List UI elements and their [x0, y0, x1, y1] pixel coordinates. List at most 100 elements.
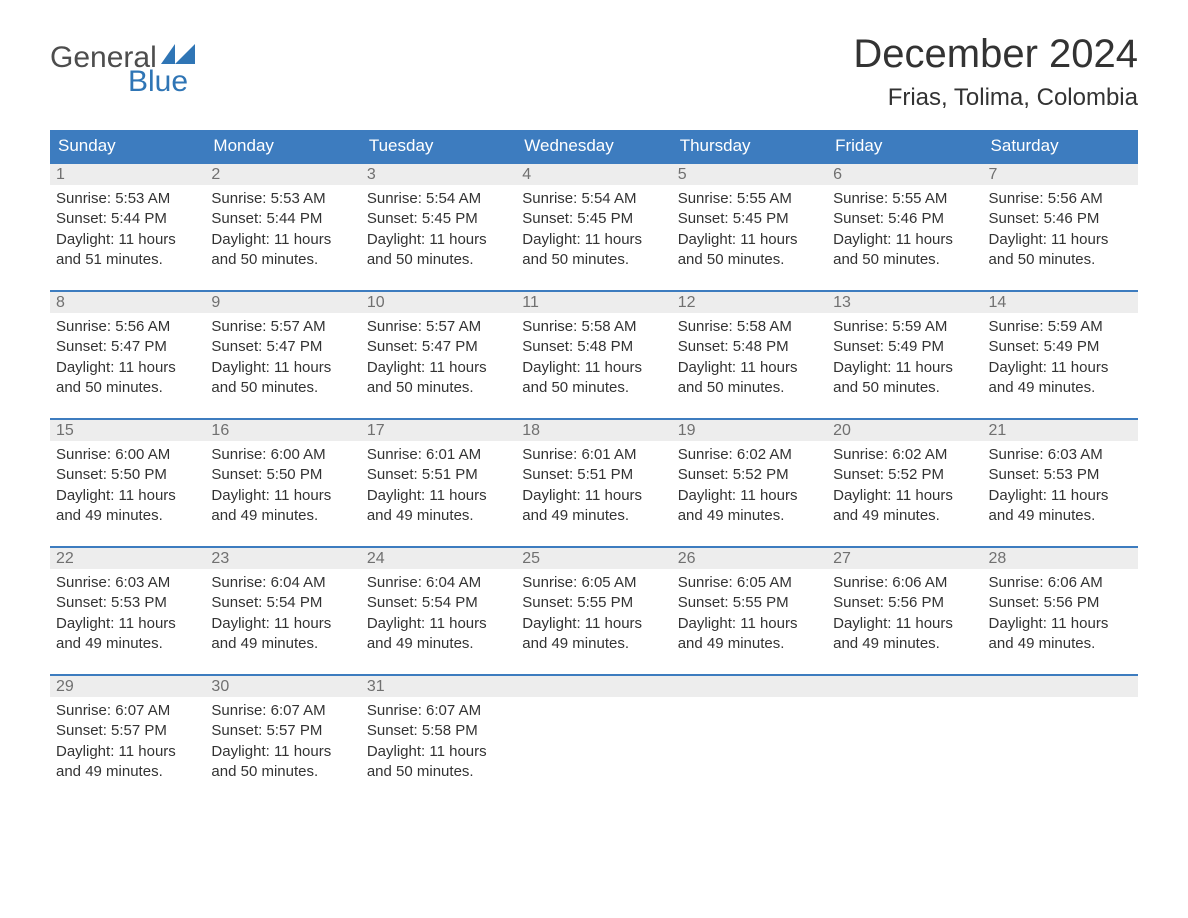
calendar-day-cell: 14Sunrise: 5:59 AMSunset: 5:49 PMDayligh…	[983, 291, 1138, 419]
day-day1: Daylight: 11 hours	[833, 486, 976, 506]
day-day1: Daylight: 11 hours	[211, 358, 354, 378]
day-sunrise: Sunrise: 5:58 AM	[678, 317, 821, 337]
day-sunset: Sunset: 5:46 PM	[833, 209, 976, 229]
day-sunrise: Sunrise: 6:06 AM	[833, 573, 976, 593]
day-number: 16	[205, 420, 360, 441]
weekday-header: Wednesday	[516, 130, 671, 163]
calendar-day-cell: 3Sunrise: 5:54 AMSunset: 5:45 PMDaylight…	[361, 163, 516, 291]
day-sunset: Sunset: 5:55 PM	[522, 593, 665, 613]
day-sunrise: Sunrise: 6:03 AM	[989, 445, 1132, 465]
calendar-day-cell: 2Sunrise: 5:53 AMSunset: 5:44 PMDaylight…	[205, 163, 360, 291]
day-day1: Daylight: 11 hours	[56, 358, 199, 378]
day-day2: and 49 minutes.	[833, 634, 976, 654]
calendar-day-cell: 25Sunrise: 6:05 AMSunset: 5:55 PMDayligh…	[516, 547, 671, 675]
weekday-header: Friday	[827, 130, 982, 163]
day-day2: and 50 minutes.	[211, 762, 354, 782]
day-day1: Daylight: 11 hours	[989, 614, 1132, 634]
day-day2: and 51 minutes.	[56, 250, 199, 270]
day-body	[983, 697, 1138, 757]
day-day1: Daylight: 11 hours	[833, 614, 976, 634]
day-sunset: Sunset: 5:48 PM	[522, 337, 665, 357]
day-number: 8	[50, 292, 205, 313]
day-sunrise: Sunrise: 6:00 AM	[56, 445, 199, 465]
calendar-week-row: 1Sunrise: 5:53 AMSunset: 5:44 PMDaylight…	[50, 163, 1138, 291]
day-day2: and 49 minutes.	[367, 506, 510, 526]
day-day1: Daylight: 11 hours	[211, 742, 354, 762]
calendar-day-cell: 19Sunrise: 6:02 AMSunset: 5:52 PMDayligh…	[672, 419, 827, 547]
day-day1: Daylight: 11 hours	[989, 358, 1132, 378]
calendar-day-cell: 15Sunrise: 6:00 AMSunset: 5:50 PMDayligh…	[50, 419, 205, 547]
day-sunrise: Sunrise: 5:58 AM	[522, 317, 665, 337]
day-sunset: Sunset: 5:51 PM	[522, 465, 665, 485]
day-body: Sunrise: 5:56 AMSunset: 5:47 PMDaylight:…	[50, 313, 205, 400]
day-day2: and 50 minutes.	[678, 378, 821, 398]
day-number	[516, 676, 671, 697]
day-sunset: Sunset: 5:45 PM	[522, 209, 665, 229]
day-number: 6	[827, 164, 982, 185]
day-body: Sunrise: 6:04 AMSunset: 5:54 PMDaylight:…	[361, 569, 516, 656]
day-day2: and 49 minutes.	[211, 634, 354, 654]
day-day2: and 50 minutes.	[678, 250, 821, 270]
day-sunrise: Sunrise: 6:05 AM	[522, 573, 665, 593]
day-body: Sunrise: 6:02 AMSunset: 5:52 PMDaylight:…	[672, 441, 827, 528]
day-body: Sunrise: 6:05 AMSunset: 5:55 PMDaylight:…	[516, 569, 671, 656]
day-day2: and 49 minutes.	[833, 506, 976, 526]
day-day1: Daylight: 11 hours	[522, 614, 665, 634]
day-day2: and 49 minutes.	[211, 506, 354, 526]
day-sunset: Sunset: 5:55 PM	[678, 593, 821, 613]
day-sunset: Sunset: 5:57 PM	[211, 721, 354, 741]
calendar-day-cell: 18Sunrise: 6:01 AMSunset: 5:51 PMDayligh…	[516, 419, 671, 547]
day-body: Sunrise: 5:55 AMSunset: 5:46 PMDaylight:…	[827, 185, 982, 272]
day-body: Sunrise: 6:07 AMSunset: 5:57 PMDaylight:…	[50, 697, 205, 784]
calendar-day-cell: 30Sunrise: 6:07 AMSunset: 5:57 PMDayligh…	[205, 675, 360, 803]
calendar-day-cell: 8Sunrise: 5:56 AMSunset: 5:47 PMDaylight…	[50, 291, 205, 419]
day-day2: and 50 minutes.	[367, 250, 510, 270]
day-body: Sunrise: 6:03 AMSunset: 5:53 PMDaylight:…	[983, 441, 1138, 528]
calendar-day-cell: 4Sunrise: 5:54 AMSunset: 5:45 PMDaylight…	[516, 163, 671, 291]
day-body: Sunrise: 6:04 AMSunset: 5:54 PMDaylight:…	[205, 569, 360, 656]
calendar-day-cell: 10Sunrise: 5:57 AMSunset: 5:47 PMDayligh…	[361, 291, 516, 419]
calendar-day-cell: 7Sunrise: 5:56 AMSunset: 5:46 PMDaylight…	[983, 163, 1138, 291]
day-day2: and 49 minutes.	[989, 378, 1132, 398]
day-day2: and 49 minutes.	[56, 506, 199, 526]
day-sunrise: Sunrise: 5:54 AM	[522, 189, 665, 209]
day-sunset: Sunset: 5:44 PM	[56, 209, 199, 229]
day-sunrise: Sunrise: 5:55 AM	[678, 189, 821, 209]
day-number: 22	[50, 548, 205, 569]
day-body: Sunrise: 6:01 AMSunset: 5:51 PMDaylight:…	[516, 441, 671, 528]
calendar-day-cell: 29Sunrise: 6:07 AMSunset: 5:57 PMDayligh…	[50, 675, 205, 803]
weekday-header: Sunday	[50, 130, 205, 163]
weekday-header: Tuesday	[361, 130, 516, 163]
day-number: 5	[672, 164, 827, 185]
weekday-header: Saturday	[983, 130, 1138, 163]
day-day2: and 49 minutes.	[56, 762, 199, 782]
day-day1: Daylight: 11 hours	[678, 486, 821, 506]
day-sunrise: Sunrise: 5:53 AM	[211, 189, 354, 209]
day-sunrise: Sunrise: 6:06 AM	[989, 573, 1132, 593]
calendar-day-cell: 22Sunrise: 6:03 AMSunset: 5:53 PMDayligh…	[50, 547, 205, 675]
day-sunset: Sunset: 5:47 PM	[56, 337, 199, 357]
day-body: Sunrise: 5:53 AMSunset: 5:44 PMDaylight:…	[205, 185, 360, 272]
calendar-day-cell: 28Sunrise: 6:06 AMSunset: 5:56 PMDayligh…	[983, 547, 1138, 675]
calendar-day-cell	[672, 675, 827, 803]
day-sunrise: Sunrise: 6:02 AM	[833, 445, 976, 465]
calendar-day-cell	[983, 675, 1138, 803]
day-number: 15	[50, 420, 205, 441]
day-day2: and 49 minutes.	[678, 634, 821, 654]
day-sunrise: Sunrise: 6:07 AM	[367, 701, 510, 721]
day-sunrise: Sunrise: 5:57 AM	[211, 317, 354, 337]
day-day1: Daylight: 11 hours	[56, 742, 199, 762]
day-day2: and 50 minutes.	[833, 250, 976, 270]
month-title: December 2024	[853, 30, 1138, 78]
day-body: Sunrise: 6:03 AMSunset: 5:53 PMDaylight:…	[50, 569, 205, 656]
day-number: 17	[361, 420, 516, 441]
day-day2: and 50 minutes.	[211, 378, 354, 398]
day-sunset: Sunset: 5:44 PM	[211, 209, 354, 229]
day-sunset: Sunset: 5:56 PM	[989, 593, 1132, 613]
day-number: 18	[516, 420, 671, 441]
day-sunset: Sunset: 5:50 PM	[56, 465, 199, 485]
day-body: Sunrise: 5:59 AMSunset: 5:49 PMDaylight:…	[983, 313, 1138, 400]
day-body: Sunrise: 5:59 AMSunset: 5:49 PMDaylight:…	[827, 313, 982, 400]
calendar-day-cell: 1Sunrise: 5:53 AMSunset: 5:44 PMDaylight…	[50, 163, 205, 291]
day-body: Sunrise: 6:01 AMSunset: 5:51 PMDaylight:…	[361, 441, 516, 528]
